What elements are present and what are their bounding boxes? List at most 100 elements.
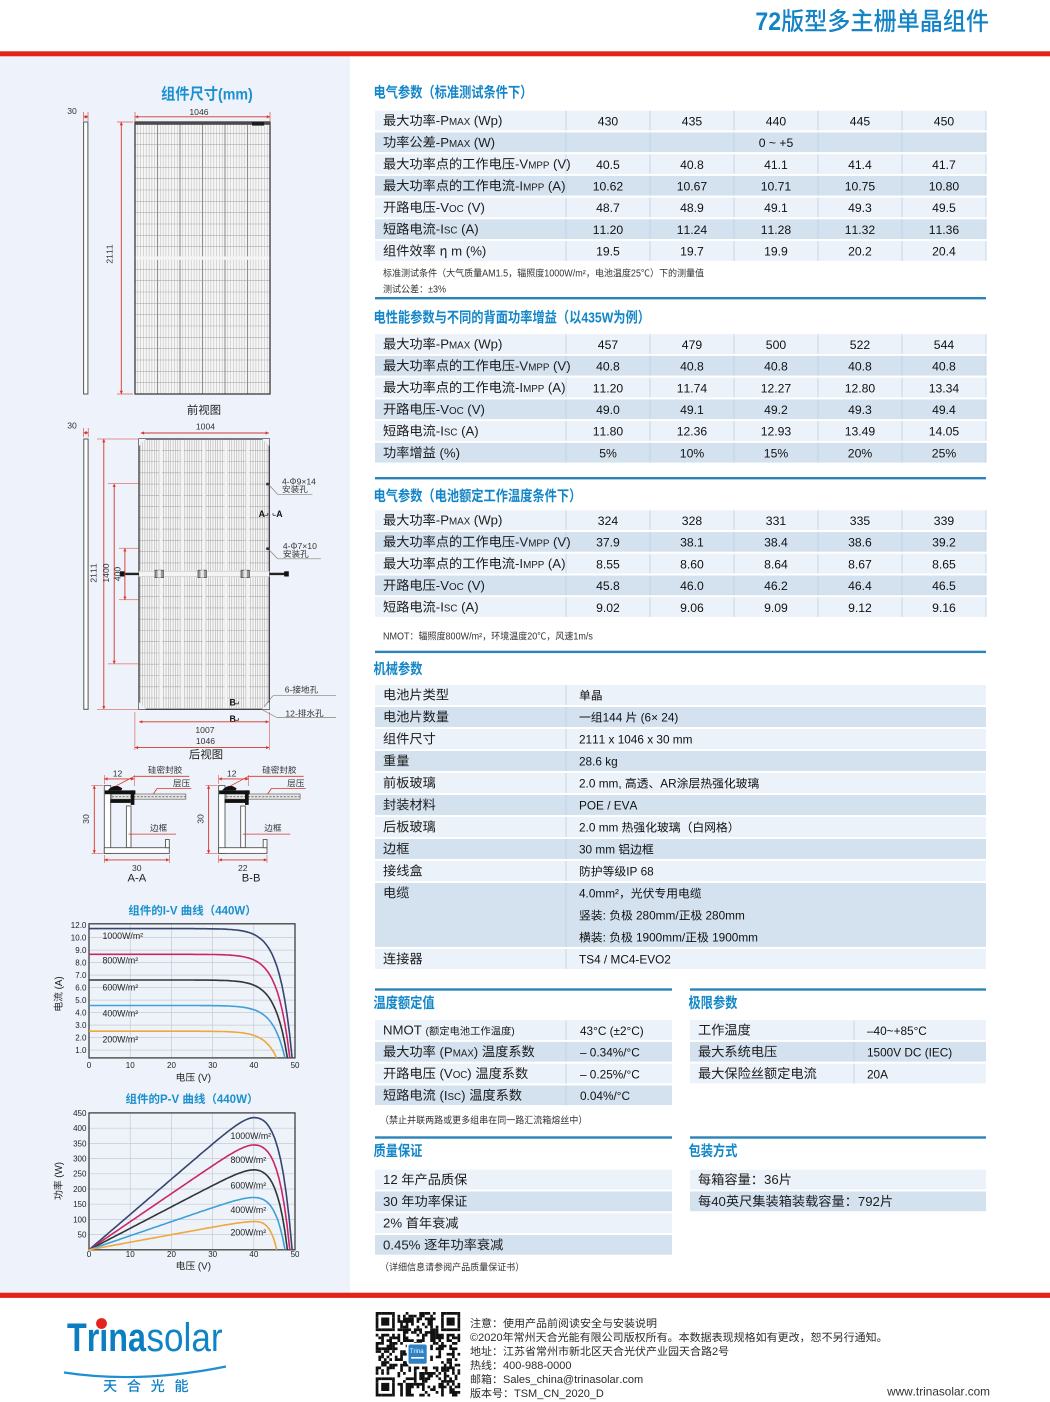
svg-text:-P: -P xyxy=(436,135,449,150)
svg-text:/: / xyxy=(607,799,611,813)
svg-text:OC: OC xyxy=(449,406,464,417)
svg-text:440: 440 xyxy=(766,114,787,128)
svg-text:(V): (V) xyxy=(198,1073,211,1084)
svg-text:(A): (A) xyxy=(548,380,566,395)
svg-text:-I: -I xyxy=(515,556,523,571)
svg-text:1046: 1046 xyxy=(196,736,215,746)
svg-text:600W/m²: 600W/m² xyxy=(231,1180,267,1190)
svg-text:544: 544 xyxy=(934,338,955,352)
svg-text:10%: 10% xyxy=(680,447,705,461)
svg-text:-I: -I xyxy=(515,178,523,193)
svg-text:30: 30 xyxy=(67,421,77,431)
svg-text:30: 30 xyxy=(208,1250,217,1259)
svg-text:38.6: 38.6 xyxy=(848,536,872,550)
svg-text:11.36: 11.36 xyxy=(929,223,960,237)
svg-text:600W/m²: 600W/m² xyxy=(103,983,139,993)
svg-text:www.trinasolar.com: www.trinasolar.com xyxy=(886,1385,990,1399)
svg-text::: : xyxy=(603,909,606,923)
svg-text:12.27: 12.27 xyxy=(761,381,792,395)
svg-text:30: 30 xyxy=(579,843,593,857)
svg-text:1900mm: 1900mm xyxy=(712,931,758,945)
svg-text:(V): (V) xyxy=(467,402,485,417)
svg-text:10.80: 10.80 xyxy=(929,180,960,194)
svg-text:0: 0 xyxy=(87,1061,92,1070)
svg-text:-V: -V xyxy=(436,578,449,593)
svg-text:1046: 1046 xyxy=(189,107,208,117)
svg-text:(Wp): (Wp) xyxy=(474,513,503,528)
svg-text:20.4: 20.4 xyxy=(932,245,956,259)
svg-text:1.0: 1.0 xyxy=(75,1046,87,1055)
svg-text:11.24: 11.24 xyxy=(677,223,708,237)
svg-text:12: 12 xyxy=(383,1172,398,1187)
svg-text:+5: +5 xyxy=(779,136,793,150)
svg-text:SC: SC xyxy=(444,604,458,615)
svg-text:9×14: 9×14 xyxy=(297,476,317,486)
svg-text:12: 12 xyxy=(227,769,237,779)
svg-text:): ) xyxy=(461,1088,465,1103)
svg-text:50: 50 xyxy=(291,1061,300,1070)
svg-text:8.0: 8.0 xyxy=(75,959,87,968)
svg-text:Trina: Trina xyxy=(410,1349,424,1355)
svg-text:0: 0 xyxy=(87,1250,92,1259)
svg-text:49.0: 49.0 xyxy=(596,403,620,417)
svg-text:(V): (V) xyxy=(553,358,571,373)
svg-text:200: 200 xyxy=(73,1185,87,1194)
svg-text:800W/m²: 800W/m² xyxy=(103,955,139,965)
svg-text:OC: OC xyxy=(449,582,464,593)
svg-text:(IEC): (IEC) xyxy=(925,1046,953,1060)
svg-text:(%): (%) xyxy=(466,244,487,259)
svg-text:40.8: 40.8 xyxy=(764,360,788,374)
svg-text:68: 68 xyxy=(641,865,655,879)
svg-text:30: 30 xyxy=(208,1061,217,1070)
svg-text:(Wp): (Wp) xyxy=(474,337,503,352)
svg-text:12-: 12- xyxy=(285,708,298,718)
svg-text:MAX: MAX xyxy=(449,117,471,128)
svg-text:MPP: MPP xyxy=(528,362,550,373)
svg-text:3.0: 3.0 xyxy=(75,1021,87,1030)
svg-text:335: 335 xyxy=(850,514,871,528)
svg-text:AR: AR xyxy=(660,777,676,791)
svg-text:1900mm/: 1900mm/ xyxy=(636,931,686,945)
svg-text:NMOT: NMOT xyxy=(383,1023,422,1038)
svg-text:800W/m²: 800W/m² xyxy=(231,1155,267,1165)
svg-text:39.2: 39.2 xyxy=(932,536,956,550)
svg-text:AM1.5: AM1.5 xyxy=(482,267,508,278)
svg-text:40: 40 xyxy=(711,1194,726,1209)
svg-text:x: x xyxy=(609,733,615,747)
svg-text:20: 20 xyxy=(167,1250,176,1259)
svg-text:MPP: MPP xyxy=(528,538,550,549)
svg-text:±3%: ±3% xyxy=(428,283,447,294)
svg-text:328: 328 xyxy=(682,514,703,528)
svg-text:OC: OC xyxy=(453,1070,468,1081)
svg-text:–40~+85°C: –40~+85°C xyxy=(867,1024,927,1038)
svg-text:250: 250 xyxy=(73,1170,87,1179)
svg-text:Sales_china@trinasolar.com: Sales_china@trinasolar.com xyxy=(503,1374,643,1386)
svg-text:SC: SC xyxy=(444,226,458,237)
svg-text:MAX: MAX xyxy=(449,341,471,352)
svg-text:POE: POE xyxy=(579,799,604,813)
svg-text:MPP: MPP xyxy=(523,384,545,395)
svg-text:EVA: EVA xyxy=(614,799,638,813)
svg-text:43°C: 43°C xyxy=(580,1024,607,1038)
svg-text:280mm: 280mm xyxy=(706,909,746,923)
svg-text:~: ~ xyxy=(769,136,776,150)
svg-text:38.1: 38.1 xyxy=(680,536,704,550)
svg-text:40.5: 40.5 xyxy=(596,158,620,172)
svg-text:49.1: 49.1 xyxy=(680,403,704,417)
svg-text:7×10: 7×10 xyxy=(298,541,318,551)
svg-text:40.8: 40.8 xyxy=(680,360,704,374)
svg-text:445: 445 xyxy=(850,114,871,128)
svg-text:450: 450 xyxy=(73,1109,87,1118)
svg-text:200W/m²: 200W/m² xyxy=(103,1035,139,1045)
svg-text:13.49: 13.49 xyxy=(845,425,876,439)
svg-text:1m/s: 1m/s xyxy=(573,630,593,641)
svg-text::: : xyxy=(603,931,606,945)
svg-text:SC: SC xyxy=(448,1092,462,1103)
svg-text:(V): (V) xyxy=(467,200,485,215)
svg-text:-I: -I xyxy=(436,424,444,439)
svg-text:30: 30 xyxy=(656,733,670,747)
svg-text:(6×: (6× xyxy=(641,711,658,725)
svg-text:(A): (A) xyxy=(548,178,566,193)
svg-text:49.5: 49.5 xyxy=(932,201,956,215)
svg-text:479: 479 xyxy=(682,338,703,352)
